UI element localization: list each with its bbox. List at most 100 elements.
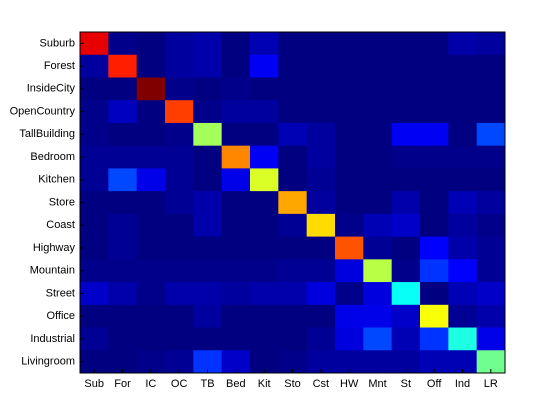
y-tick-label: Industrial (30, 333, 75, 345)
heatmap-cell (420, 100, 449, 124)
heatmap-cell (165, 32, 194, 56)
heatmap-cell (391, 122, 421, 147)
heatmap-cell (108, 259, 138, 283)
heatmap-cell (363, 327, 393, 351)
heatmap-cell (391, 282, 421, 306)
heatmap-cell (165, 77, 194, 101)
heatmap-cell (193, 145, 223, 169)
heatmap-cell (448, 327, 478, 351)
x-tick-label: St (401, 378, 411, 390)
heatmap-cell (136, 168, 166, 192)
heatmap-cell (363, 168, 393, 192)
heatmap-cell (335, 168, 364, 192)
heatmap-cell (278, 350, 308, 374)
heatmap-cell (278, 77, 308, 101)
heatmap-cell (165, 236, 194, 260)
heatmap-cell (136, 191, 166, 215)
heatmap-cell (335, 145, 364, 169)
heatmap-cell (306, 282, 336, 306)
x-tick-label: Mnt (368, 378, 386, 390)
heatmap-cell (306, 32, 336, 56)
heatmap-cell (391, 145, 421, 169)
heatmap-cell (420, 350, 449, 374)
heatmap-cell (108, 122, 138, 147)
heatmap-cell (420, 191, 449, 215)
heatmap-cell (250, 282, 279, 306)
heatmap-cell (221, 327, 251, 351)
heatmap-cell (80, 100, 109, 124)
heatmap-cell (363, 259, 393, 283)
heatmap-cell (335, 77, 364, 101)
heatmap-cell (476, 122, 506, 147)
heatmap-cell (420, 77, 449, 101)
heatmap-cell (250, 145, 279, 169)
y-tick-label: Store (49, 196, 75, 208)
heatmap-cell (165, 213, 194, 238)
heatmap-cell (335, 259, 364, 283)
heatmap-cell (476, 259, 506, 283)
heatmap-cell (363, 282, 393, 306)
y-tick-label: Bedroom (30, 151, 75, 163)
y-tick-label: Office (46, 310, 75, 322)
heatmap-cell (80, 191, 109, 215)
heatmap-cell (221, 213, 251, 238)
heatmap-cell (250, 168, 279, 192)
heatmap-cell (193, 100, 223, 124)
heatmap-cell (335, 213, 364, 238)
heatmap-cell (221, 145, 251, 169)
heatmap-cell (391, 100, 421, 124)
heatmap-cell (108, 327, 138, 351)
x-tick-label: TB (200, 378, 214, 390)
x-tick-label: Off (427, 378, 442, 390)
heatmap-cell (250, 213, 279, 238)
heatmap-cell (306, 168, 336, 192)
heatmap-cell (420, 327, 449, 351)
heatmap-cell (391, 304, 421, 329)
heatmap-cell (278, 54, 308, 78)
y-tick-label: OpenCountry (10, 105, 76, 117)
heatmap-cell (278, 304, 308, 329)
heatmap-cell (221, 304, 251, 329)
heatmap-cell (221, 100, 251, 124)
heatmap-cell (363, 100, 393, 124)
heatmap-cell (476, 54, 506, 78)
heatmap-cell (420, 304, 449, 329)
heatmap-cell (363, 145, 393, 169)
heatmap-cell (165, 191, 194, 215)
heatmap-cell (476, 168, 506, 192)
heatmap-cell (278, 100, 308, 124)
heatmap-cell (448, 282, 478, 306)
heatmap-cell (335, 350, 364, 374)
x-tick-label: Sub (84, 378, 104, 390)
heatmap-cell (80, 168, 109, 192)
heatmap-cell (80, 327, 109, 351)
heatmap-cell (193, 122, 223, 147)
heatmap-cell (193, 32, 223, 56)
heatmap-cell (420, 168, 449, 192)
x-tick-label: Cst (313, 378, 330, 390)
heatmap-cell (476, 327, 506, 351)
heatmap-cell (335, 100, 364, 124)
y-tick-label: TallBuilding (19, 128, 75, 140)
heatmap-cell (306, 54, 336, 78)
heatmap-cell (448, 350, 478, 374)
heatmap-cell (108, 236, 138, 260)
heatmap-cell (335, 327, 364, 351)
y-tick-label: Highway (33, 242, 76, 254)
heatmap-cell (108, 350, 138, 374)
heatmap-cell (391, 236, 421, 260)
heatmap-cell (108, 77, 138, 101)
heatmap-cell (448, 145, 478, 169)
heatmap-cell (335, 282, 364, 306)
heatmap-cell (165, 122, 194, 147)
heatmap-cell (448, 168, 478, 192)
heatmap-cell (278, 32, 308, 56)
heatmap-cell (363, 54, 393, 78)
heatmap-cell (391, 213, 421, 238)
heatmap-cell (420, 236, 449, 260)
heatmap-cell (476, 282, 506, 306)
heatmap-cell (476, 145, 506, 169)
heatmap-cell (80, 77, 109, 101)
